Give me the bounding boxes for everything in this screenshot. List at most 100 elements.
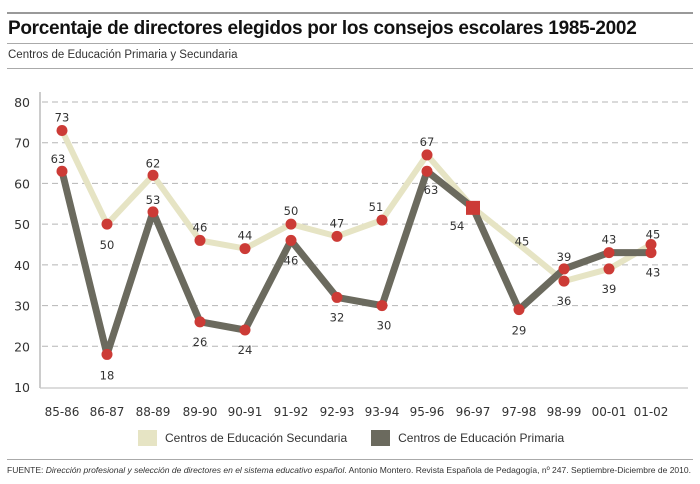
data-label-primaria: 53 — [146, 193, 161, 207]
data-label-primaria: 43 — [646, 266, 661, 280]
source-title: Dirección profesional y selección de dir… — [45, 465, 345, 475]
data-label-secundaria: 47 — [330, 216, 345, 230]
series-line-primaria — [58, 167, 655, 358]
line-chart: 10 20 30 40 50 60 70 80 85-86 86-87 88-89 89-90 90-… — [14, 92, 688, 419]
x-tick-label-91-92: 91-92 — [274, 405, 309, 419]
data-point-secundaria — [645, 239, 657, 250]
data-label-secundaria: 62 — [146, 156, 161, 170]
y-tick-label-80: 80 — [14, 95, 30, 110]
data-label-secundaria: 50 — [100, 238, 115, 252]
data-label-primaria: 63 — [51, 152, 66, 166]
data-point-secundaria — [421, 149, 433, 161]
x-tick-label-85-86: 85-86 — [45, 405, 80, 419]
source-prefix: FUENTE: — [7, 465, 46, 475]
data-label-primaria: 29 — [512, 324, 527, 338]
data-point-secundaria — [285, 218, 297, 230]
data-point-shared-square — [466, 200, 480, 215]
data-point-secundaria — [558, 275, 570, 287]
y-tick-label-60: 60 — [14, 176, 30, 191]
axes — [39, 92, 688, 389]
data-label-secundaria: 73 — [55, 111, 70, 125]
top-rule — [7, 12, 693, 14]
series-markers — [56, 125, 657, 360]
x-tick-label-97-98: 97-98 — [502, 405, 537, 419]
data-point-secundaria — [101, 218, 113, 230]
legend-swatch-secundaria — [138, 430, 157, 446]
y-tick-label-70: 70 — [14, 136, 30, 151]
title-rule — [7, 43, 693, 44]
data-label-primaria: 39 — [557, 250, 572, 264]
data-label-secundaria: 46 — [193, 220, 208, 234]
data-label-secundaria: 44 — [238, 229, 253, 243]
data-point-primaria — [147, 206, 159, 218]
data-point-primaria — [285, 234, 297, 246]
data-point-primaria — [56, 165, 68, 177]
y-tick-labels: 10 20 30 40 50 60 70 80 — [14, 95, 30, 395]
x-tick-label-86-87: 86-87 — [90, 405, 125, 419]
x-tick-label-92-93: 92-93 — [320, 405, 355, 419]
x-tick-label-88-89: 88-89 — [136, 405, 171, 419]
y-tick-label-10: 10 — [14, 380, 30, 395]
data-point-primaria — [376, 300, 388, 312]
data-label-secundaria: 51 — [369, 200, 384, 214]
x-tick-label-00-01: 00-01 — [592, 405, 627, 419]
x-tick-label-89-90: 89-90 — [183, 405, 218, 419]
data-point-secundaria — [147, 169, 159, 181]
series-lines — [58, 127, 655, 358]
data-point-primaria — [239, 324, 251, 336]
x-tick-label-01-02: 01-02 — [634, 405, 669, 419]
data-point-secundaria — [239, 243, 251, 255]
data-point-secundaria — [56, 125, 68, 136]
data-label-secundaria: 45 — [646, 228, 661, 242]
x-tick-label-90-91: 90-91 — [228, 405, 263, 419]
y-tick-label-50: 50 — [14, 217, 30, 232]
y-tick-label-20: 20 — [14, 339, 30, 354]
source-rest: . Antonio Montero. Revista Española de P… — [344, 465, 691, 475]
data-point-primaria — [645, 247, 657, 259]
data-label-primaria: 18 — [100, 368, 115, 382]
legend-label-secundaria: Centros de Educación Secundaria — [165, 431, 348, 445]
x-tick-labels: 85-86 86-87 88-89 89-90 90-91 91-92 92-93 93-94… — [45, 405, 669, 419]
legend-swatch-primaria — [371, 430, 391, 446]
x-tick-label-96-97: 96-97 — [456, 405, 491, 419]
data-label-secundaria: 45 — [515, 235, 530, 249]
data-point-secundaria — [603, 263, 615, 275]
data-label-secundaria: 54 — [450, 219, 465, 233]
x-tick-label-98-99: 98-99 — [547, 405, 582, 419]
chart-title: Porcentaje de directores elegidos por lo… — [8, 18, 637, 39]
data-point-primaria — [101, 348, 113, 360]
legend: Centros de Educación Secundaria Centros … — [138, 430, 588, 446]
data-label-secundaria: 36 — [557, 294, 572, 308]
data-point-secundaria — [376, 214, 388, 226]
subtitle-rule — [7, 68, 693, 69]
x-tick-label-93-94: 93-94 — [365, 405, 400, 419]
source-note: FUENTE: Dirección profesional y selecció… — [7, 465, 691, 475]
data-label-primaria: 32 — [330, 310, 345, 324]
y-tick-label-30: 30 — [14, 299, 30, 314]
data-labels: 73 50 62 46 44 50 47 51 67 54 45 36 39 45 63 18 53 26 24 46… — [51, 111, 661, 383]
data-point-primaria — [421, 165, 433, 177]
data-point-primaria — [331, 291, 343, 303]
legend-item-primaria: Centros de Educación Primaria — [371, 430, 564, 446]
data-label-secundaria: 39 — [602, 282, 617, 296]
data-label-primaria: 30 — [377, 319, 392, 333]
chart-subtitle: Centros de Educación Primaria y Secundar… — [8, 49, 238, 61]
x-tick-label-95-96: 95-96 — [410, 405, 445, 419]
data-label-primaria: 26 — [193, 335, 208, 349]
data-point-secundaria — [331, 230, 343, 242]
legend-item-secundaria: Centros de Educación Secundaria — [138, 430, 347, 446]
data-label-primaria: 63 — [424, 183, 439, 197]
footer-rule — [7, 459, 693, 460]
data-point-primaria — [194, 316, 206, 328]
data-label-primaria: 24 — [238, 343, 253, 357]
legend-label-primaria: Centros de Educación Primaria — [398, 431, 565, 445]
data-label-secundaria: 50 — [284, 204, 299, 218]
data-label-primaria: 43 — [602, 233, 617, 247]
data-point-primaria — [513, 304, 525, 316]
data-label-secundaria: 67 — [420, 135, 435, 149]
data-point-primaria — [603, 247, 615, 259]
data-point-secundaria — [194, 234, 206, 246]
y-tick-label-40: 40 — [14, 258, 30, 273]
data-label-primaria: 46 — [284, 253, 299, 267]
data-point-primaria — [558, 263, 570, 275]
